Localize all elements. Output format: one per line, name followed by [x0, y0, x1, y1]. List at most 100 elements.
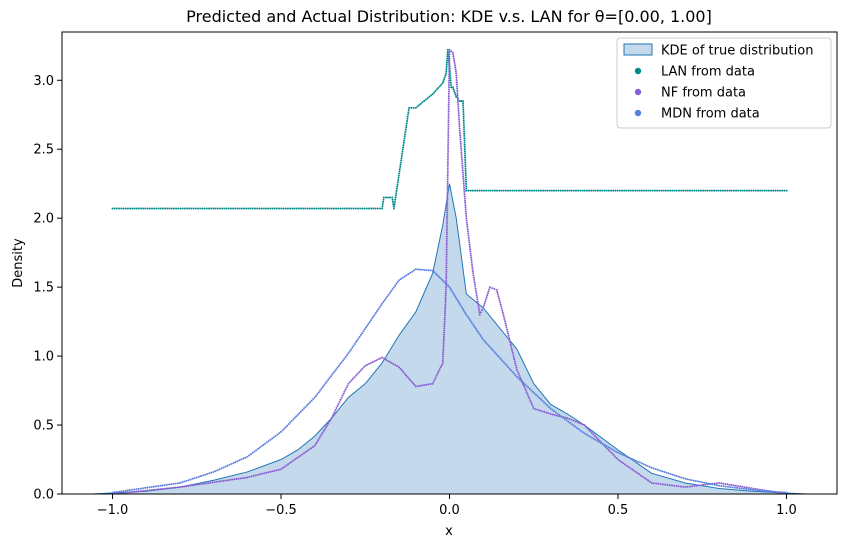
data-point: [632, 189, 634, 192]
data-point: [111, 491, 114, 494]
data-point: [752, 189, 755, 192]
data-point: [460, 156, 463, 158]
data-point: [570, 418, 573, 421]
data-point: [482, 306, 485, 309]
data-point: [228, 463, 231, 466]
data-point: [474, 287, 477, 290]
data-point: [489, 346, 492, 349]
data-point: [452, 55, 455, 58]
data-point: [476, 298, 479, 301]
data-point: [292, 459, 295, 462]
data-point: [579, 429, 582, 432]
data-point: [157, 207, 160, 210]
data-point: [304, 405, 307, 408]
data-point: [447, 114, 450, 117]
data-point: [473, 278, 476, 281]
data-point: [447, 141, 450, 144]
data-point: [661, 483, 664, 486]
data-point: [502, 315, 505, 318]
data-point: [139, 490, 142, 493]
data-point: [324, 426, 327, 429]
data-point: [470, 261, 473, 264]
data-point: [445, 286, 448, 289]
data-point: [524, 189, 527, 192]
data-point: [331, 373, 334, 376]
data-point: [468, 241, 471, 244]
data-point: [463, 188, 466, 191]
data-point: [745, 488, 747, 490]
data-point: [692, 479, 695, 482]
data-point: [311, 446, 314, 448]
data-point: [599, 189, 602, 192]
data-point: [210, 471, 213, 474]
data-point: [394, 284, 397, 287]
data-point: [363, 328, 366, 331]
data-point: [159, 488, 162, 491]
data-point: [397, 176, 400, 179]
data-point: [221, 207, 224, 210]
data-point: [629, 189, 632, 192]
data-point: [592, 437, 595, 440]
data-point: [419, 384, 421, 387]
data-point: [654, 468, 657, 471]
data-point: [463, 130, 466, 133]
data-point: [729, 486, 732, 489]
data-point: [447, 112, 450, 115]
data-point: [447, 128, 450, 130]
data-point: [446, 191, 449, 194]
data-point: [785, 189, 788, 192]
data-point: [405, 122, 408, 125]
legend-label: KDE of true distribution: [661, 44, 813, 59]
data-point: [346, 354, 349, 357]
data-point: [486, 294, 489, 297]
data-point: [442, 336, 445, 338]
data-point: [427, 269, 430, 272]
data-point: [487, 189, 490, 192]
data-point: [460, 147, 463, 150]
chart-title: Predicted and Actual Distribution: KDE v…: [186, 7, 712, 26]
data-point: [465, 185, 468, 188]
data-point: [288, 462, 291, 464]
data-point: [327, 378, 330, 381]
data-point: [456, 94, 459, 97]
data-point: [447, 92, 450, 95]
data-point: [607, 449, 610, 452]
data-point: [765, 490, 768, 492]
data-point: [179, 207, 182, 210]
data-point: [407, 113, 410, 116]
data-point: [650, 466, 653, 469]
data-point: [668, 484, 671, 487]
data-point: [669, 473, 672, 475]
data-point: [663, 470, 666, 473]
data-point: [401, 152, 404, 155]
data-point: [245, 207, 248, 210]
data-point: [124, 489, 127, 492]
data-point: [587, 434, 589, 437]
data-point: [333, 370, 336, 372]
data-point: [561, 189, 564, 192]
data-point: [572, 424, 575, 427]
data-point: [535, 393, 538, 396]
data-point: [323, 428, 326, 431]
data-point: [210, 207, 213, 210]
data-point: [447, 101, 450, 104]
data-point: [727, 485, 730, 488]
data-point: [619, 452, 621, 455]
data-point: [168, 487, 171, 490]
data-point: [686, 485, 689, 488]
data-point: [445, 66, 448, 68]
data-point: [163, 484, 166, 487]
data-point: [482, 304, 485, 307]
data-point: [246, 476, 249, 479]
data-point: [527, 386, 530, 389]
data-point: [513, 360, 516, 363]
data-point: [447, 106, 450, 108]
data-point: [273, 469, 276, 472]
data-point: [509, 341, 512, 344]
data-point: [456, 85, 458, 88]
data-point: [373, 360, 376, 363]
data-point: [287, 423, 290, 426]
data-point: [590, 189, 593, 192]
data-point: [200, 483, 203, 485]
data-point: [472, 274, 475, 277]
